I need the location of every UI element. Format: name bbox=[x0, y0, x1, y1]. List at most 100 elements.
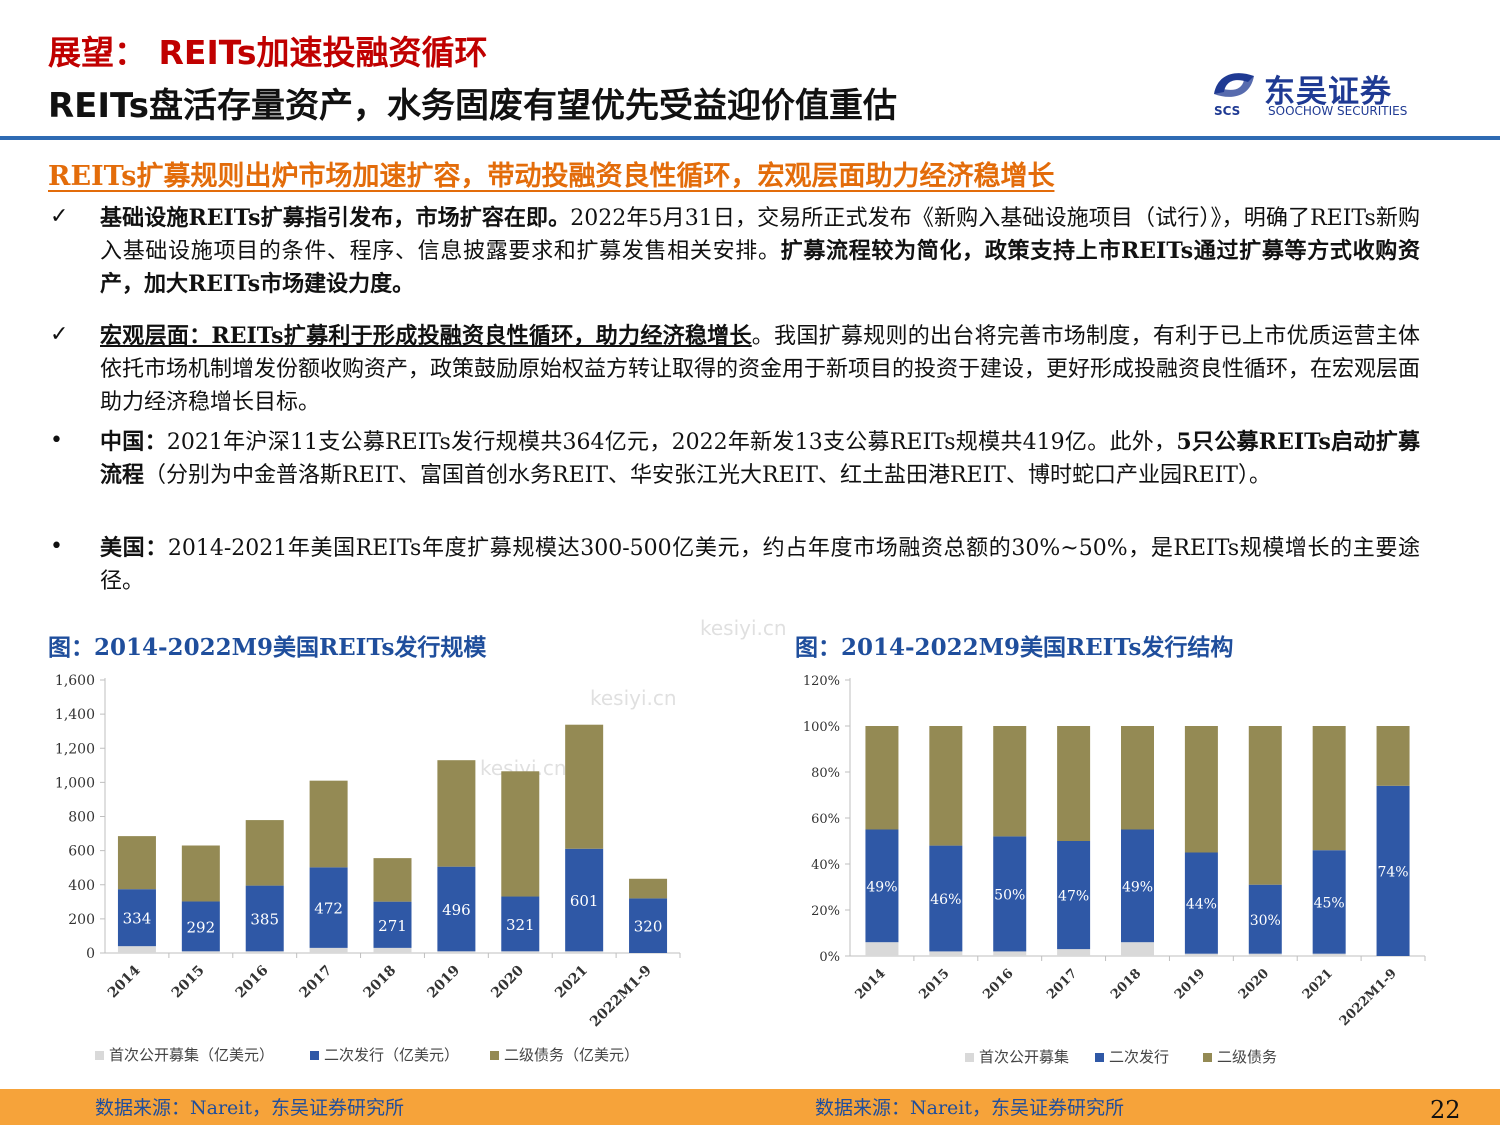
bar-segment bbox=[629, 898, 668, 953]
bar-segment bbox=[929, 726, 963, 846]
bar-segment bbox=[1121, 726, 1154, 830]
y-tick-label: 1,200 bbox=[55, 741, 95, 757]
legend-label: 首次公开募集 bbox=[979, 1048, 1069, 1066]
bar-segment bbox=[865, 829, 899, 943]
y-tick-label: 0% bbox=[819, 950, 840, 965]
legend-swatch bbox=[490, 1051, 499, 1060]
bar-segment bbox=[1376, 785, 1410, 956]
point-body: 。我国扩募规则的出台将完善市场制度，有利于已上市优质运营主体依托市场机制增发份额… bbox=[100, 324, 1421, 415]
data-label: 472 bbox=[314, 900, 343, 918]
bar-segment bbox=[437, 760, 476, 867]
point-lead: 基础设施REITs扩募指引发布，市场扩容在即。 bbox=[100, 205, 571, 231]
data-label: 74% bbox=[1377, 865, 1408, 881]
bar-segment bbox=[1184, 726, 1218, 853]
x-tick-label: 2015 bbox=[916, 966, 952, 1002]
bar-segment bbox=[1312, 726, 1346, 851]
point-usa: 美国：2014-2021年美国REITs年度扩募规模达300-500亿美元，约占… bbox=[100, 532, 1420, 598]
bar-segment bbox=[245, 820, 284, 886]
page-subtitle: REITs盘活存量资产，水务固废有望优先受益迎价值重估 bbox=[48, 86, 897, 126]
point-macro: 宏观层面：REITs扩募利于形成投融资良性循环，助力经济稳增长。我国扩募规则的出… bbox=[100, 320, 1420, 419]
bar-segment bbox=[1121, 942, 1154, 956]
x-tick-label: 2018 bbox=[1108, 966, 1144, 1002]
y-tick-label: 80% bbox=[811, 766, 840, 781]
bar-segment bbox=[309, 947, 348, 953]
bar-segment bbox=[993, 951, 1027, 956]
bar-segment bbox=[993, 836, 1027, 952]
bar-segment bbox=[309, 867, 348, 948]
data-label: 334 bbox=[123, 910, 152, 928]
x-tick-label: 2021 bbox=[1300, 966, 1336, 1002]
bar-segment bbox=[1312, 850, 1346, 954]
section-subhead: REITs扩募规则出炉市场加速扩容，带动投融资良性循环，宏观层面助力经济稳增长 bbox=[48, 161, 1055, 192]
bar-segment bbox=[501, 771, 540, 897]
chart2-title: 图：2014-2022M9美国REITs发行结构 bbox=[795, 634, 1234, 661]
data-label: 49% bbox=[1122, 879, 1153, 895]
bar-segment bbox=[929, 951, 963, 956]
x-tick-label: 2017 bbox=[1044, 966, 1080, 1002]
bar-segment bbox=[1057, 949, 1091, 956]
legend-label: 二级债务（亿美元） bbox=[504, 1046, 639, 1064]
bar-segment bbox=[245, 885, 284, 952]
bar-segment bbox=[373, 858, 412, 902]
x-tick-label: 2014 bbox=[105, 962, 144, 1001]
bar-segment bbox=[1248, 953, 1282, 956]
point-china: 中国：2021年沪深11支公募REITs发行规模共364亿元，2022年新发13… bbox=[100, 426, 1420, 492]
logo-abbr: SCS bbox=[1214, 104, 1241, 118]
bar-segment bbox=[565, 848, 604, 952]
x-tick-label: 2020 bbox=[488, 962, 527, 1001]
bar-segment bbox=[565, 951, 604, 953]
chart1-title: 图：2014-2022M9美国REITs发行规模 bbox=[48, 634, 487, 661]
x-tick-label: 2019 bbox=[424, 963, 463, 1002]
bar-segment bbox=[501, 951, 540, 953]
bar-segment bbox=[865, 726, 899, 830]
point-body: 2022年5月31日，交易所正式发布《新购入基础设施项目（试行）》，明确了REI… bbox=[100, 206, 1420, 264]
point-tail: 扩募流程较为简化，政策支持上市REITs通过扩募等方式收购资产，加大REITs市… bbox=[100, 238, 1420, 297]
x-tick-label: 2019 bbox=[1172, 966, 1208, 1002]
bar-segment bbox=[437, 951, 476, 953]
header-divider bbox=[0, 136, 1500, 140]
legend-swatch bbox=[1203, 1053, 1212, 1062]
x-tick-label: 2016 bbox=[980, 966, 1016, 1002]
bar-segment bbox=[1057, 841, 1091, 950]
logo-english: SOOCHOW SECURITIES bbox=[1268, 104, 1408, 118]
y-tick-label: 60% bbox=[811, 812, 840, 827]
data-label: 292 bbox=[187, 918, 216, 936]
data-label: 50% bbox=[994, 888, 1025, 904]
page-number: 22 bbox=[1430, 1096, 1461, 1124]
bar-segment bbox=[1248, 884, 1282, 954]
bar-segment bbox=[993, 726, 1027, 837]
data-label: 496 bbox=[442, 901, 471, 919]
point-lead: 中国： bbox=[100, 429, 167, 455]
legend-swatch bbox=[1095, 1053, 1104, 1062]
footer-bar bbox=[0, 1089, 1500, 1125]
bar-segment bbox=[865, 942, 899, 956]
x-tick-label: 2015 bbox=[169, 963, 208, 1002]
legend-swatch bbox=[95, 1051, 104, 1060]
check-icon: ✓ bbox=[50, 204, 69, 229]
x-tick-label: 2022M1-9 bbox=[587, 963, 655, 1031]
y-tick-label: 100% bbox=[803, 720, 840, 735]
page-title: 展望： REITs加速投融资循环 bbox=[48, 33, 488, 72]
point-infrastructure: 基础设施REITs扩募指引发布，市场扩容在即。2022年5月31日，交易所正式发… bbox=[100, 202, 1420, 301]
bullet-dot-icon: • bbox=[50, 428, 63, 453]
x-tick-label: 2014 bbox=[853, 966, 889, 1002]
bar-segment bbox=[629, 878, 668, 899]
bar-segment bbox=[1376, 726, 1410, 786]
chart1-source: 数据来源：Nareit，东吴证券研究所 bbox=[95, 1097, 404, 1119]
y-tick-label: 400 bbox=[68, 878, 95, 894]
chart2-source: 数据来源：Nareit，东吴证券研究所 bbox=[815, 1097, 1124, 1119]
data-label: 271 bbox=[378, 917, 407, 935]
y-tick-label: 120% bbox=[803, 674, 840, 689]
x-tick-label: 2016 bbox=[233, 963, 272, 1002]
data-label: 320 bbox=[634, 918, 663, 936]
bar-segment bbox=[1184, 852, 1218, 954]
watermark: kesiyi.cn bbox=[590, 686, 677, 710]
bar-segment bbox=[181, 951, 220, 953]
bar-segment bbox=[245, 951, 284, 953]
bar-segment bbox=[181, 901, 220, 952]
bar-segment bbox=[1184, 953, 1218, 956]
y-tick-label: 1,400 bbox=[55, 707, 95, 723]
data-label: 30% bbox=[1250, 913, 1281, 929]
bar-segment bbox=[565, 724, 604, 849]
data-label: 321 bbox=[506, 916, 535, 934]
